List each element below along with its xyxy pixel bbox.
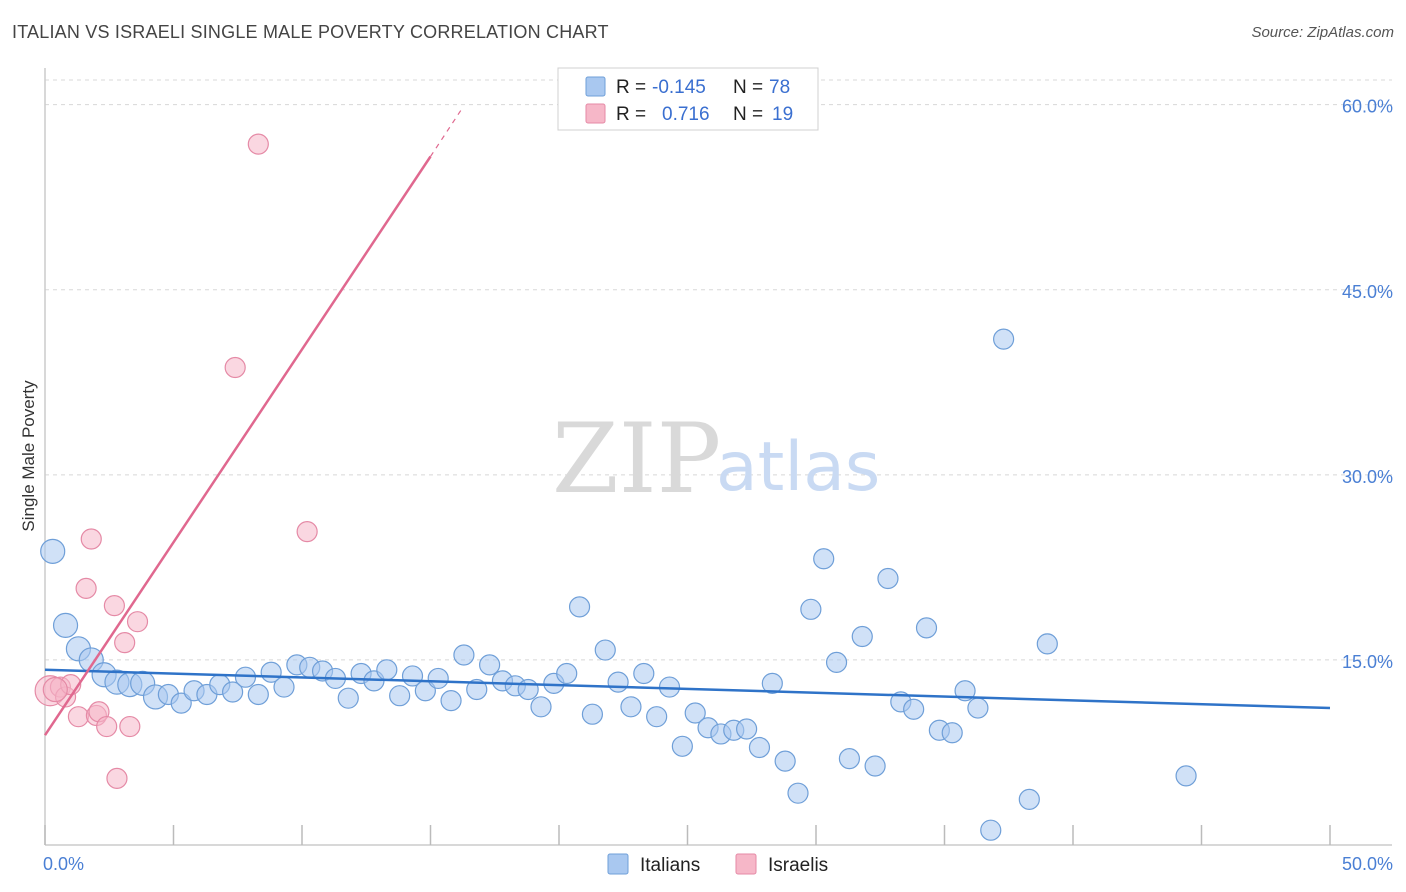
legend-r-label-italians: R = [616, 77, 646, 98]
israelis-point [119, 715, 141, 738]
italians-point [52, 612, 79, 638]
x-tick-label-max: 50.0% [1342, 854, 1393, 874]
italians-point [954, 680, 976, 702]
watermark-zip: ZIP [552, 403, 721, 515]
italians-point [864, 755, 886, 777]
israelis-point [114, 632, 136, 654]
x-tick-label-min: 0.0% [43, 854, 84, 874]
israelis-point [96, 715, 118, 738]
israelis-point [75, 577, 97, 599]
italians-point [851, 625, 873, 648]
legend-n-label-israelis: N = [733, 104, 763, 125]
italians-point [761, 672, 783, 694]
italians-point [427, 667, 449, 690]
grid-lines [45, 79, 1392, 661]
trend-lines [43, 109, 1331, 736]
y-tick-label-30: 30.0% [1342, 467, 1393, 487]
italians-point [453, 644, 475, 666]
israelis-point [106, 767, 128, 789]
italians-point [620, 696, 642, 718]
legend-swatch-italians [585, 76, 606, 97]
legend-r-value-italians: -0.145 [652, 77, 706, 98]
italians-point [337, 687, 359, 709]
italians-point [825, 651, 848, 673]
legend-n-value-israelis: 19 [772, 104, 793, 125]
italians-point [800, 598, 822, 620]
legend-n-label-italians: N = [733, 77, 763, 98]
israelis-point [42, 676, 68, 703]
israelis-point [126, 611, 149, 633]
y-tick-label-45: 45.0% [1342, 282, 1393, 302]
italians-point [838, 748, 861, 770]
israelis-point [296, 520, 318, 543]
israelis-trend-extension [429, 109, 462, 157]
israelis-point [80, 528, 102, 550]
italians-point [748, 736, 771, 759]
italians-point [671, 735, 693, 757]
italians-point [581, 703, 604, 725]
tick-labels: 15.0% 30.0% 45.0% 60.0% 0.0% 50.0% [43, 97, 1393, 874]
bottom-legend: Italians Israelis [607, 853, 828, 876]
israelis-point [67, 706, 90, 728]
bottom-legend-swatch-israelis [735, 853, 757, 875]
y-axis-label: Single Male Poverty [19, 380, 38, 532]
italians-point [1036, 633, 1058, 655]
italians-point [40, 538, 66, 564]
italians-point [607, 671, 629, 693]
legend-n-value-italians: 78 [769, 77, 790, 98]
israelis-point [247, 133, 269, 155]
legend-r-label-israelis: R = [616, 104, 646, 125]
italians-point [993, 328, 1015, 350]
israelis-point [103, 595, 125, 617]
bottom-legend-israelis: Israelis [768, 855, 828, 876]
israelis-point [224, 356, 246, 379]
italians-trend-line [44, 668, 1331, 710]
source-label: Source: ZipAtlas.com [1251, 24, 1394, 41]
watermark-atlas: atlas [716, 428, 880, 507]
italians-point [273, 676, 295, 698]
italians-point [247, 683, 269, 706]
italians-point [736, 718, 758, 740]
italians-point [530, 696, 552, 718]
italians-point [633, 662, 655, 685]
italians-point [684, 702, 706, 724]
italians-point [941, 722, 963, 744]
y-tick-label-60: 60.0% [1342, 97, 1393, 117]
italians-point [170, 692, 192, 714]
italians-point [967, 697, 989, 719]
italians-point [479, 654, 501, 676]
y-tick-label-15: 15.0% [1342, 652, 1393, 672]
italians-point [517, 678, 539, 701]
italians-point [774, 750, 796, 772]
italians-point [915, 617, 938, 639]
italians-point [1018, 788, 1040, 810]
italians-point [568, 596, 591, 618]
italians-point [980, 819, 1002, 841]
bottom-legend-swatch-italians [607, 853, 629, 875]
italians-point [813, 548, 835, 570]
stats-legend: R = -0.145 N = 78 R = 0.716 N = 19 [557, 67, 819, 131]
legend-r-value-israelis: 0.716 [662, 104, 710, 125]
italians-point [389, 685, 411, 707]
italians-point [466, 678, 488, 701]
italians-point [903, 698, 925, 720]
bottom-legend-italians: Italians [640, 855, 700, 876]
legend-swatch-israelis [585, 103, 606, 124]
italians-point [556, 662, 578, 685]
italians-point [376, 659, 398, 681]
italians-point [440, 690, 462, 712]
chart-title: ITALIAN VS ISRAELI SINGLE MALE POVERTY C… [12, 22, 609, 42]
italians-point [646, 706, 668, 728]
italians-point [594, 639, 616, 661]
axes [44, 68, 1392, 846]
italians-point [222, 681, 244, 703]
israelis-trend-line [43, 155, 432, 736]
italians-point [787, 782, 809, 804]
italians-point [877, 567, 899, 590]
italians-point [1175, 765, 1197, 787]
data-points [34, 133, 1197, 841]
watermark: ZIP atlas [552, 403, 880, 515]
